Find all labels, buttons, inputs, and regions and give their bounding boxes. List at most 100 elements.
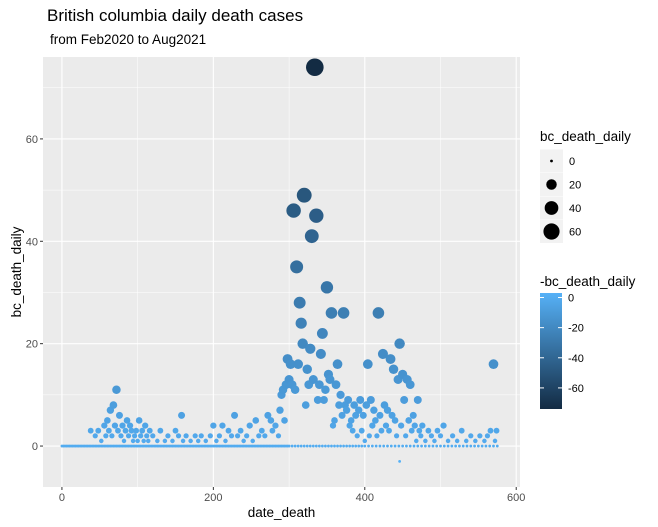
data-point xyxy=(317,444,321,448)
data-point xyxy=(408,427,415,434)
x-tick-label: 400 xyxy=(356,492,374,504)
data-point xyxy=(293,444,297,448)
data-point xyxy=(330,444,333,448)
data-point xyxy=(131,433,138,439)
data-point xyxy=(362,401,371,409)
data-point xyxy=(225,427,232,434)
data-point xyxy=(465,444,469,448)
data-point xyxy=(138,433,144,439)
data-point xyxy=(374,433,380,439)
data-point xyxy=(314,380,324,389)
data-point xyxy=(442,444,446,448)
data-point xyxy=(123,417,131,424)
x-tick-label: 600 xyxy=(507,492,525,504)
data-point xyxy=(435,444,439,448)
data-point xyxy=(157,427,164,434)
data-point xyxy=(414,438,419,444)
data-point xyxy=(125,433,132,439)
chart-title: British columbia daily death cases xyxy=(47,6,304,25)
data-point xyxy=(398,422,405,429)
data-point xyxy=(360,444,364,448)
chart-subtitle: from Feb2020 to Aug2021 xyxy=(50,32,207,47)
data-point xyxy=(385,354,396,364)
data-point xyxy=(401,444,405,448)
data-point xyxy=(180,438,186,444)
data-point xyxy=(354,444,358,448)
data-point xyxy=(473,444,476,448)
data-point xyxy=(370,444,374,448)
data-point xyxy=(112,385,121,394)
color-legend-title: -bc_death_daily xyxy=(540,274,636,289)
data-point xyxy=(296,187,312,203)
data-point xyxy=(109,433,115,439)
data-point xyxy=(290,444,294,448)
data-point xyxy=(316,327,328,339)
size-legend: bc_death_daily 0 20 40 60 xyxy=(540,129,631,243)
data-point xyxy=(111,422,119,429)
data-point xyxy=(139,427,146,434)
data-point xyxy=(320,281,334,294)
data-point xyxy=(219,422,226,429)
data-point xyxy=(454,444,458,448)
data-point xyxy=(309,208,324,223)
data-point xyxy=(362,438,368,444)
data-point xyxy=(237,427,244,434)
data-point xyxy=(165,433,171,439)
data-point xyxy=(461,444,465,448)
data-point xyxy=(304,229,319,244)
data-point xyxy=(418,433,424,439)
data-point xyxy=(432,438,437,444)
data-point xyxy=(305,343,316,354)
data-point xyxy=(293,359,303,369)
data-point xyxy=(103,433,109,439)
data-point xyxy=(405,380,415,389)
data-point xyxy=(416,444,420,448)
data-point xyxy=(141,438,146,444)
data-point xyxy=(319,395,328,404)
data-point xyxy=(403,433,409,439)
data-point xyxy=(115,411,123,419)
data-point xyxy=(446,444,450,448)
x-tick-label: 0 xyxy=(59,492,65,504)
data-point xyxy=(332,359,343,369)
data-point xyxy=(492,438,498,444)
data-point xyxy=(351,444,355,448)
size-legend-circle xyxy=(543,223,560,240)
data-point xyxy=(150,433,156,439)
data-point xyxy=(484,433,491,439)
data-point xyxy=(170,438,175,444)
data-point xyxy=(287,444,291,448)
data-point xyxy=(290,260,304,274)
data-point xyxy=(476,444,480,448)
data-point xyxy=(431,444,435,448)
color-legend: -bc_death_daily 0 -20 -40 -60 xyxy=(540,274,636,409)
data-point xyxy=(269,427,276,434)
data-point xyxy=(388,411,396,419)
data-point xyxy=(374,444,378,448)
data-point xyxy=(119,422,126,429)
data-point xyxy=(337,307,350,319)
colorbar-label: 0 xyxy=(568,293,574,305)
data-point xyxy=(155,438,160,444)
data-point xyxy=(329,422,337,429)
data-point xyxy=(358,427,365,434)
data-point xyxy=(135,438,140,444)
size-legend-title: bc_death_daily xyxy=(540,129,631,144)
data-point xyxy=(325,307,338,319)
data-point xyxy=(126,422,134,429)
data-point xyxy=(397,444,401,448)
data-point xyxy=(458,427,465,434)
data-point xyxy=(276,406,284,414)
data-point xyxy=(216,433,223,439)
size-legend-label: 40 xyxy=(569,203,581,215)
data-point xyxy=(331,380,341,389)
data-point xyxy=(272,422,279,429)
data-point xyxy=(382,444,386,448)
data-point xyxy=(313,395,322,404)
data-point xyxy=(336,444,339,448)
data-point xyxy=(195,438,201,444)
data-point xyxy=(308,374,318,385)
data-point xyxy=(299,444,303,448)
data-point xyxy=(135,417,143,424)
data-point xyxy=(391,417,399,424)
